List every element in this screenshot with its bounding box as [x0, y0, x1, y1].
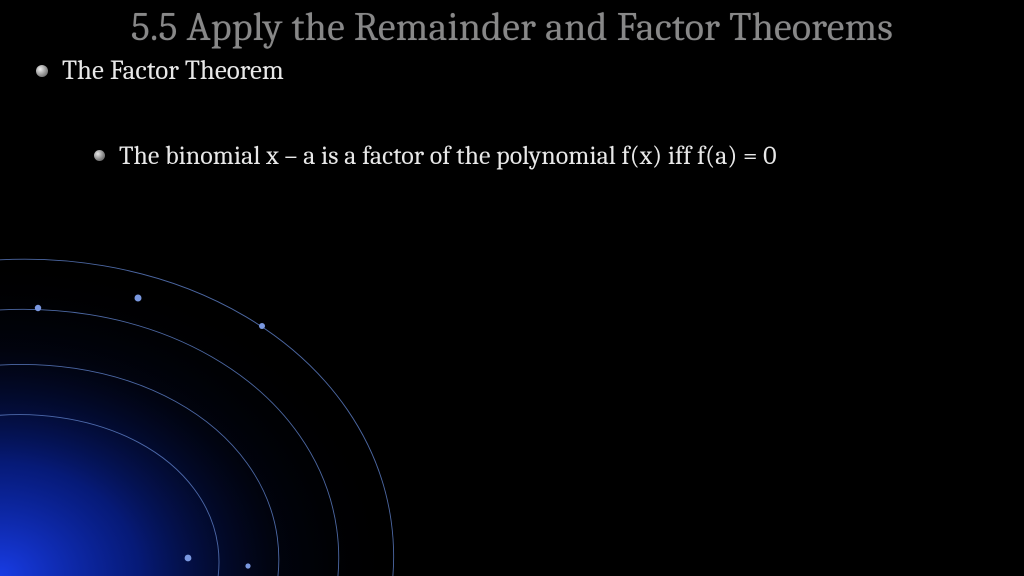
bullet-dot-icon: [36, 65, 48, 77]
slide: 5.5 Apply the Remainder and Factor Theor…: [0, 0, 1024, 576]
bullet-text: The binomial x – a is a factor of the po…: [119, 140, 777, 173]
bullet-level-1: The Factor Theorem: [30, 55, 994, 87]
orbital-decoration: [0, 236, 420, 576]
slide-content: The Factor Theorem The binomial x – a is…: [0, 51, 1024, 172]
slide-title: 5.5 Apply the Remainder and Factor Theor…: [0, 0, 1024, 51]
bullet-level-2: The binomial x – a is a factor of the po…: [30, 140, 994, 173]
bullet-text: The Factor Theorem: [62, 55, 284, 87]
bullet-dot-icon: [94, 150, 105, 161]
